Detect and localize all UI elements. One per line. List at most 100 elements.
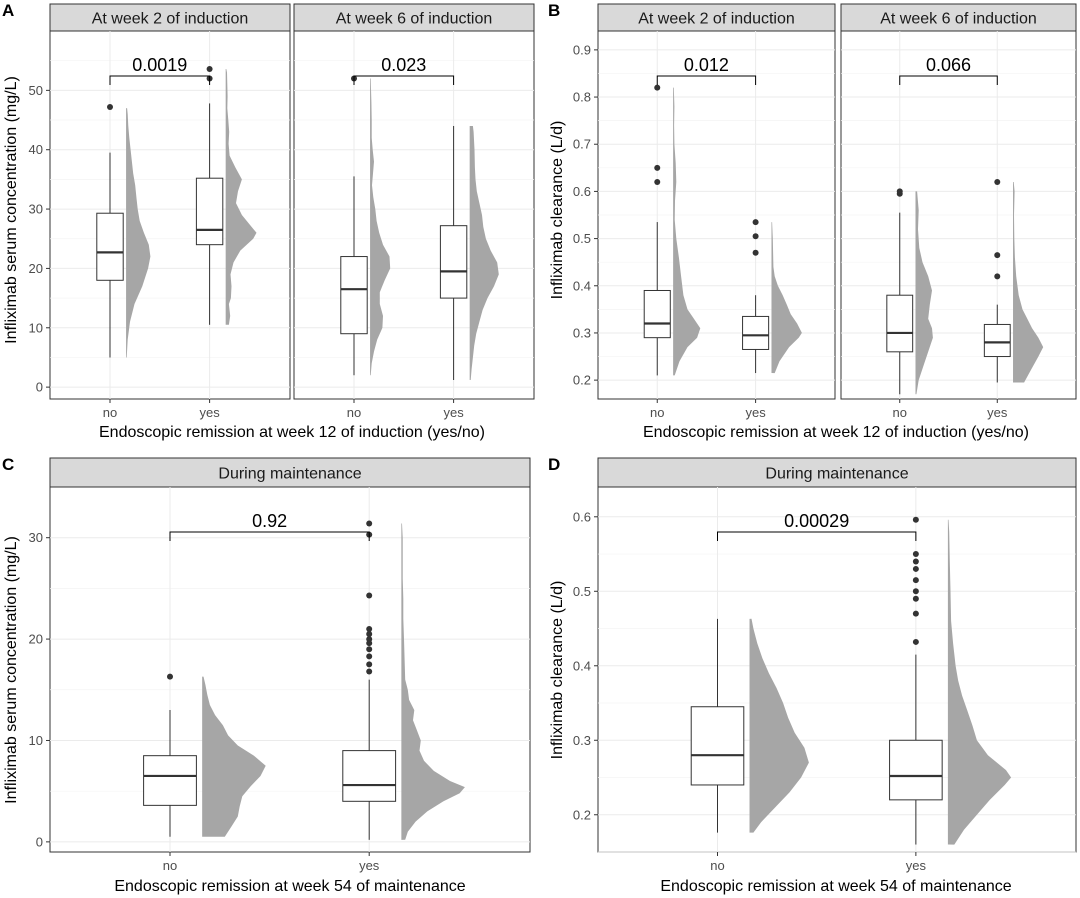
outlier-point (912, 610, 919, 617)
box-no (340, 256, 368, 335)
panel-tag-b: B (548, 1, 560, 20)
facet-strip-a1 (49, 3, 291, 32)
y-tick-label: 0.5 (573, 584, 591, 599)
y-tick-label: 0.8 (573, 90, 591, 105)
facet-title-b2: At week 6 of induction (880, 11, 1037, 28)
outlier-point (752, 249, 759, 256)
x-tick-label-no: no (710, 858, 724, 873)
box-yes (889, 739, 943, 801)
y-tick-label: 0.6 (573, 509, 591, 524)
x-tick-label-no: no (103, 405, 117, 420)
y-axis-title-b1: Infliximab clearance (L/d) (549, 121, 566, 300)
box-yes (983, 323, 1011, 358)
violin-no (126, 108, 151, 358)
plot-area-a2 (293, 30, 535, 400)
x-tick-label-no: no (347, 405, 361, 420)
y-tick-label: 0 (36, 380, 43, 395)
outlier-point (206, 65, 213, 72)
box-yes (195, 177, 224, 246)
x-axis-title-a: Endoscopic remission at week 12 of induc… (99, 424, 485, 441)
box-no (143, 755, 197, 806)
outlier-point (654, 84, 661, 91)
p-value-label: 0.066 (926, 55, 971, 75)
outlier-point (107, 103, 113, 110)
y-tick-label: 0.2 (573, 807, 591, 822)
plot-area-c (49, 486, 531, 853)
outlier-point (366, 520, 373, 527)
box-no (643, 289, 671, 339)
outlier-point (366, 646, 373, 653)
panel-a2: At week 6 of induction no yes 0.023 (293, 3, 535, 420)
facet-strip-b2 (840, 3, 1077, 32)
facet-title-a2: At week 6 of induction (336, 11, 493, 28)
violin-no (370, 78, 391, 376)
y-tick-label: 20 (29, 632, 43, 647)
box-yes (439, 225, 468, 299)
x-tick-label-yes: yes (199, 405, 220, 420)
p-value-label: 0.0019 (132, 55, 187, 75)
outlier-point (366, 653, 373, 660)
y-tick-label: 50 (29, 83, 43, 98)
outlier-point (366, 631, 373, 638)
outlier-point (366, 592, 373, 599)
box-no (96, 212, 124, 281)
violin-yes (401, 523, 465, 840)
panel-c: During maintenance 0 10 20 30 no yes 0.92 Inflix… (3, 457, 531, 873)
outlier-point (912, 638, 919, 645)
x-tick-label-yes: yes (906, 858, 927, 873)
outlier-point (912, 565, 919, 572)
x-axis-title-c: Endoscopic remission at week 54 of maint… (114, 878, 465, 895)
outlier-point (912, 551, 919, 558)
outlier-point (912, 588, 919, 595)
facet-title-a1: At week 2 of induction (92, 11, 249, 28)
p-value-label: 0.012 (684, 55, 729, 75)
outlier-point (752, 233, 759, 240)
outlier-point (366, 625, 373, 632)
outlier-point (994, 178, 1001, 185)
x-axis-title-b: Endoscopic remission at week 12 of induc… (643, 424, 1029, 441)
outlier-point (912, 516, 919, 523)
y-tick-label: 0.6 (573, 184, 591, 199)
outlier-point (366, 668, 373, 675)
panel-d: During maintenance 0.2 0.3 0.4 0.5 0.6 no yes 0.… (549, 457, 1077, 873)
facet-strip-b1 (597, 3, 836, 32)
panel-tag-d: D (548, 455, 560, 474)
violin-no (749, 618, 809, 833)
outlier-point (912, 558, 919, 565)
y-tick-label: 30 (29, 202, 43, 217)
outlier-point (994, 252, 1001, 259)
p-value-label: 0.00029 (784, 511, 849, 531)
violin-yes (1013, 181, 1044, 383)
significance-bracket (353, 75, 455, 85)
violin-no (673, 87, 701, 376)
outlier-point (912, 595, 919, 602)
y-tick-label: 0.7 (573, 137, 591, 152)
panel-b1: At week 2 of induction 0.2 0.3 0.4 0.5 0.6 0.7… (549, 3, 836, 420)
x-tick-label-no: no (163, 858, 177, 873)
y-tick-label: 0.4 (573, 658, 591, 673)
x-tick-label-no: no (650, 405, 664, 420)
x-tick-label-no: no (893, 405, 907, 420)
significance-bracket (109, 75, 211, 85)
box-yes (342, 750, 397, 802)
y-axis-title-d: Infliximab clearance (L/d) (549, 581, 566, 760)
outlier-point (366, 661, 373, 668)
facet-title-c: During maintenance (218, 466, 361, 483)
x-axis-title-d: Endoscopic remission at week 54 of maint… (660, 878, 1011, 895)
y-tick-label: 0.4 (573, 278, 591, 293)
y-tick-label: 40 (29, 142, 43, 157)
outlier-point (896, 188, 903, 195)
violin-yes (947, 519, 1012, 845)
x-tick-label-yes: yes (359, 858, 380, 873)
violin-yes (771, 222, 802, 374)
violin-yes (225, 68, 257, 325)
outlier-point (654, 164, 661, 171)
y-tick-label: 0 (36, 834, 43, 849)
y-tick-label: 0.3 (573, 325, 591, 340)
y-tick-label: 20 (29, 261, 43, 276)
outlier-point (366, 636, 373, 643)
y-tick-label: 10 (29, 320, 43, 335)
outlier-point (752, 219, 759, 226)
violin-no (202, 676, 266, 837)
